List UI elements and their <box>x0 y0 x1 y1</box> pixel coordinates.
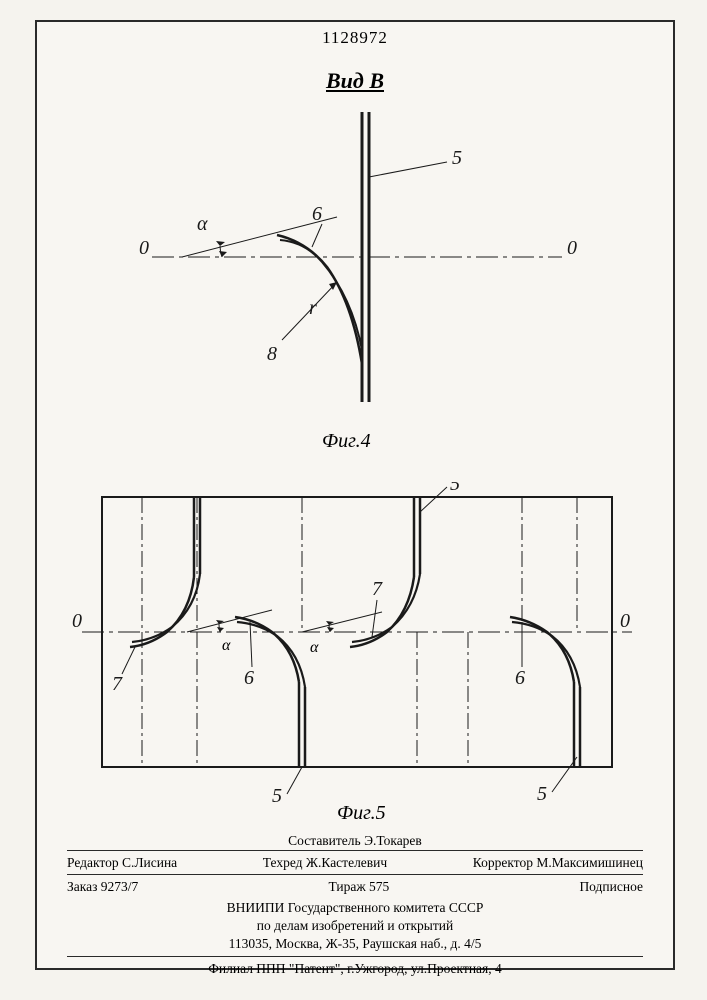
label-7a: 7 <box>112 673 123 695</box>
tech-label: Техред <box>263 855 303 870</box>
podpisnoe: Подписное <box>579 878 643 896</box>
label-5c: 5 <box>537 783 547 802</box>
label-O-left-5: 0 <box>72 610 82 632</box>
tirazh: Тираж 575 <box>328 878 389 896</box>
compiler-line: Составитель Э.Токарев <box>67 832 643 850</box>
label-6b: 6 <box>515 667 525 689</box>
org2: по делам изобретений и открытий <box>67 917 643 935</box>
figure-4: α 5 6 r 8 0 0 <box>107 102 607 432</box>
credits-block: Составитель Э.Токарев Редактор С.Лисина … <box>67 832 643 979</box>
label-5a: 5 <box>450 482 460 495</box>
label-8: 8 <box>267 343 277 365</box>
label-5: 5 <box>452 147 462 169</box>
org1: ВНИИПИ Государственного комитета СССР <box>67 899 643 917</box>
label-alpha-2: α <box>310 639 319 656</box>
label-6: 6 <box>312 203 322 225</box>
label-alpha: α <box>197 213 208 235</box>
document-number: 1128972 <box>37 28 673 48</box>
editor-name: С.Лисина <box>122 855 177 870</box>
order: Заказ 9273/7 <box>67 878 138 896</box>
fig4-caption: Фиг.4 <box>322 430 371 453</box>
label-7b: 7 <box>372 578 383 600</box>
editor-label: Редактор <box>67 855 119 870</box>
tech-name: Ж.Кастелевич <box>306 855 387 870</box>
label-5b: 5 <box>272 785 282 802</box>
label-O-left: 0 <box>139 237 149 259</box>
page-frame: 1128972 Вид В α 5 6 r 8 0 0 Фиг.4 <box>35 20 675 970</box>
corrector-label: Корректор <box>473 855 533 870</box>
figure-5: 0 0 α <box>72 482 642 802</box>
addr1: 113035, Москва, Ж-35, Раушская наб., д. … <box>67 935 643 953</box>
label-r: r <box>309 297 317 319</box>
label-6a: 6 <box>244 667 254 689</box>
fig5-caption: Фиг.5 <box>337 802 386 825</box>
branch: Филиал ППП "Патент", г.Ужгород, ул.Проек… <box>67 956 643 978</box>
label-O-right: 0 <box>567 237 577 259</box>
view-label: Вид В <box>37 68 673 94</box>
label-O-right-5: 0 <box>620 610 630 632</box>
label-alpha-1: α <box>222 637 231 654</box>
corrector-name: М.Максимишинец <box>536 855 643 870</box>
